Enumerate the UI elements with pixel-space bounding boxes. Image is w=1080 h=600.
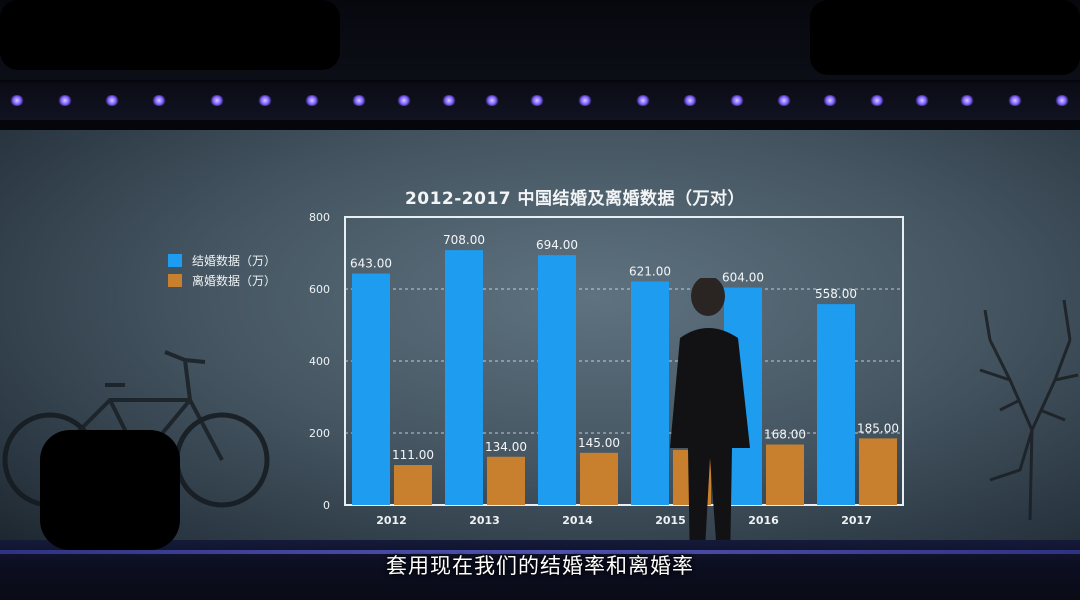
x-tick-label: 2015 [655, 514, 686, 527]
stage-light [870, 95, 884, 106]
y-tick-label: 200 [309, 427, 330, 440]
bar-marriage [817, 304, 855, 505]
tree-illustration [979, 299, 1079, 520]
data-label-divorce: 134.00 [485, 440, 527, 454]
stage-light [152, 95, 166, 106]
stage-light [578, 95, 592, 106]
redaction-block [40, 430, 180, 550]
stage-light [823, 95, 837, 106]
data-label-marriage: 694.00 [536, 238, 578, 252]
stage-light [530, 95, 544, 106]
chart-legend: 结婚数据（万） 离婚数据（万） [168, 250, 276, 290]
stage-light [352, 95, 366, 106]
stage-light [10, 95, 24, 106]
bar-marriage [445, 250, 483, 505]
stage-light [1055, 95, 1069, 106]
bar-divorce [859, 438, 897, 505]
stage-light [683, 95, 697, 106]
legend-swatch-marriage [168, 253, 182, 267]
x-tick-label: 2012 [376, 514, 407, 527]
stage-light [258, 95, 272, 106]
stage-light [210, 95, 224, 106]
video-subtitle: 套用现在我们的结婚率和离婚率 [386, 554, 694, 578]
bar-marriage [631, 281, 669, 505]
y-tick-label: 600 [309, 283, 330, 296]
data-label-divorce: 145.00 [578, 436, 620, 450]
stage-light [915, 95, 929, 106]
stage-light [1008, 95, 1022, 106]
data-label-marriage: 604.00 [722, 271, 764, 285]
x-tick-label: 2017 [841, 514, 872, 527]
x-tick-label: 2014 [562, 514, 593, 527]
bar-marriage [538, 255, 576, 505]
stage-light [485, 95, 499, 106]
bar-divorce [580, 452, 618, 505]
legend-swatch-divorce [168, 273, 182, 287]
redaction-block [0, 0, 340, 70]
stage-light [105, 95, 119, 106]
bar-divorce [487, 456, 525, 505]
data-label-marriage: 708.00 [443, 233, 485, 247]
data-label-marriage: 643.00 [350, 257, 392, 271]
legend-item-marriage: 结婚数据（万） [168, 250, 276, 270]
stage-light [442, 95, 456, 106]
data-label-marriage: 558.00 [815, 287, 857, 301]
bar-divorce [766, 444, 804, 505]
x-tick-label: 2016 [748, 514, 779, 527]
y-tick-label: 400 [309, 355, 330, 368]
y-tick-label: 0 [323, 499, 330, 512]
stage-light [960, 95, 974, 106]
chart-title: 2012-2017 中国结婚及离婚数据（万对） [404, 189, 746, 209]
stage-light [397, 95, 411, 106]
bar-marriage [352, 273, 390, 505]
stage-light [636, 95, 650, 106]
bar-divorce [394, 465, 432, 505]
stage-light [777, 95, 791, 106]
x-tick-label: 2013 [469, 514, 500, 527]
stage-light [305, 95, 319, 106]
presenter [670, 278, 750, 574]
data-label-divorce: 185.00 [857, 421, 899, 435]
data-label-divorce: 168.00 [764, 428, 806, 442]
stage-light [58, 95, 72, 106]
legend-label-divorce: 离婚数据（万） [192, 273, 277, 288]
data-label-marriage: 621.00 [629, 264, 671, 278]
y-tick-label: 800 [309, 211, 330, 224]
legend-item-divorce: 离婚数据（万） [168, 270, 276, 290]
redaction-block [810, 0, 1080, 75]
data-label-divorce: 111.00 [392, 448, 434, 462]
floor-light-strip [0, 550, 1080, 554]
legend-label-marriage: 结婚数据（万） [192, 253, 277, 268]
stage-light [730, 95, 744, 106]
